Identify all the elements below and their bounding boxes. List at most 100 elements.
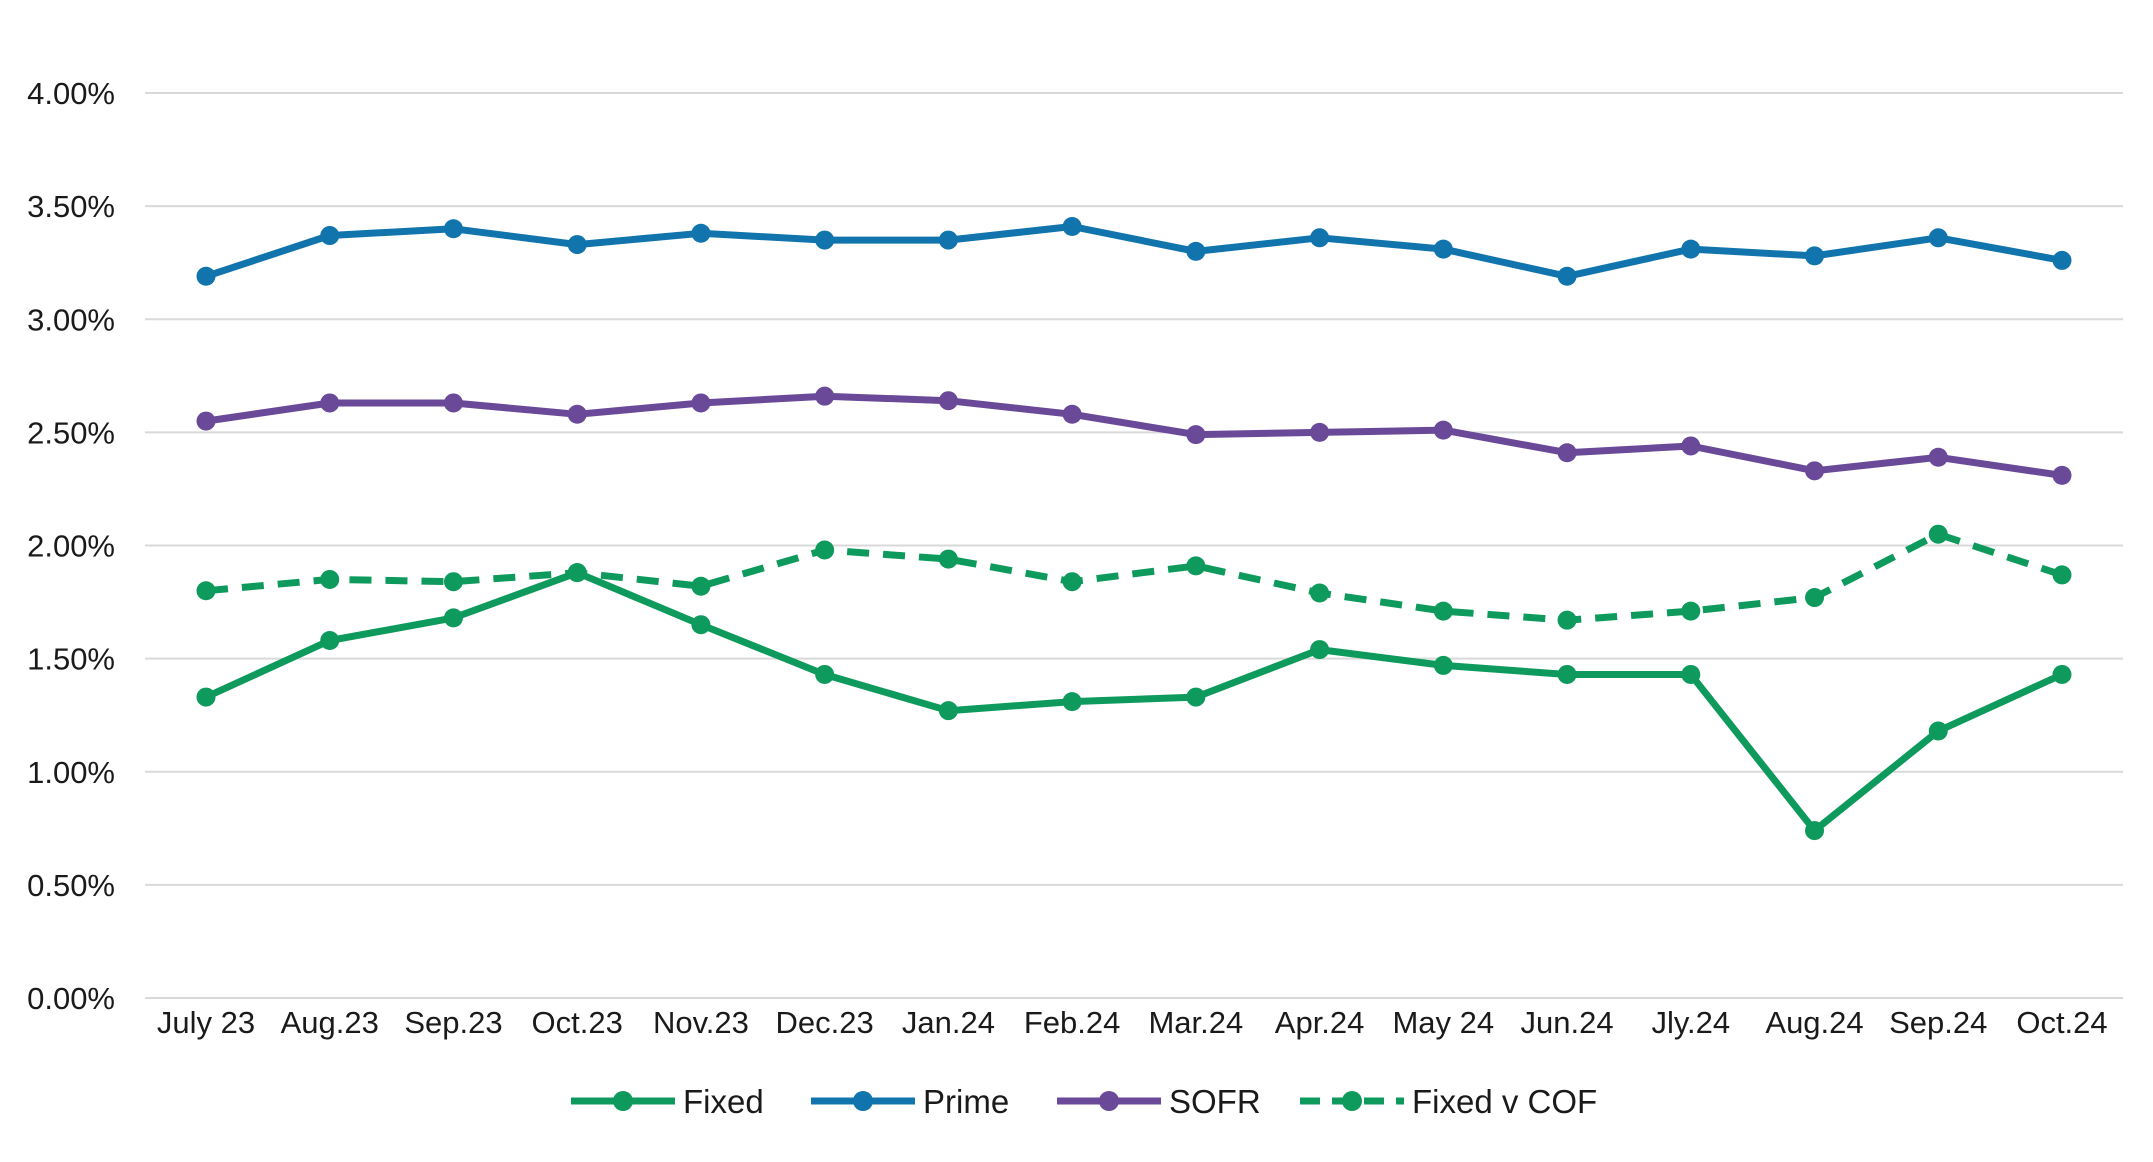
data-point xyxy=(1186,241,1206,261)
data-point xyxy=(1310,228,1330,248)
data-point xyxy=(320,631,340,651)
series-line xyxy=(202,392,2066,479)
data-point xyxy=(815,540,835,560)
data-point xyxy=(320,393,340,413)
y-tick-label: 0.00% xyxy=(27,981,115,1016)
legend-swatch-marker xyxy=(1342,1091,1362,1111)
data-point xyxy=(1433,655,1453,675)
x-tick-label: July 23 xyxy=(157,1005,255,1040)
x-tick-label: Jun.24 xyxy=(1521,1005,1614,1040)
series-line xyxy=(205,530,2064,624)
data-point xyxy=(1805,821,1825,841)
y-tick-label: 1.50% xyxy=(27,642,115,677)
legend-label: SOFR xyxy=(1169,1083,1261,1120)
x-tick-label: Apr.24 xyxy=(1275,1005,1365,1040)
data-point xyxy=(196,266,216,286)
data-point xyxy=(691,223,711,243)
legend-item: Prime xyxy=(811,1083,1009,1120)
legend-swatch-marker xyxy=(1099,1091,1119,1111)
data-point xyxy=(1310,422,1330,442)
data-point xyxy=(1062,404,1082,424)
legend-item: Fixed xyxy=(571,1083,764,1120)
y-axis-tick-labels: 0.00% 0.50% 1.00% 1.50% 2.00% 2.50% 3.00% 3.50%… xyxy=(27,76,115,1016)
legend-swatch-marker xyxy=(853,1091,873,1111)
legend-item: SOFR xyxy=(1057,1083,1261,1120)
data-point xyxy=(196,581,216,601)
x-tick-label: Dec.23 xyxy=(776,1005,874,1040)
x-axis-tick-labels: July 23 Aug.23 Sep.23 Oct.23 Nov.23 Dec.23 Jan… xyxy=(157,1005,2108,1040)
y-tick-label: 3.00% xyxy=(27,302,115,337)
data-point xyxy=(1062,572,1082,592)
y-tick-label: 4.00% xyxy=(27,76,115,111)
data-point xyxy=(938,391,958,411)
data-point xyxy=(1062,692,1082,712)
data-point xyxy=(815,386,835,406)
data-point xyxy=(1186,687,1206,707)
data-point xyxy=(1186,425,1206,445)
legend-label: Fixed xyxy=(683,1083,764,1120)
data-point xyxy=(1681,436,1701,456)
y-tick-label: 1.00% xyxy=(27,755,115,790)
data-point xyxy=(2052,664,2072,684)
data-point xyxy=(1928,524,1948,544)
x-tick-label: Jan.24 xyxy=(902,1005,995,1040)
data-point xyxy=(815,230,835,250)
y-tick-label: 2.00% xyxy=(27,529,115,564)
data-point xyxy=(1928,721,1948,741)
legend-item: Fixed v COF xyxy=(1300,1083,1597,1120)
data-point xyxy=(443,608,463,628)
legend-swatch-marker xyxy=(613,1091,633,1111)
data-point xyxy=(1928,228,1948,248)
data-point xyxy=(1186,556,1206,576)
data-point xyxy=(443,219,463,239)
data-point xyxy=(320,226,340,246)
data-point xyxy=(2052,565,2072,585)
data-point xyxy=(938,549,958,569)
series-line xyxy=(202,569,2066,835)
x-tick-label: Aug.23 xyxy=(281,1005,379,1040)
data-point xyxy=(196,687,216,707)
data-point xyxy=(443,393,463,413)
legend-label: Prime xyxy=(923,1083,1009,1120)
x-tick-label: Feb.24 xyxy=(1024,1005,1121,1040)
series-1 xyxy=(196,216,2072,286)
data-point xyxy=(320,569,340,589)
data-point xyxy=(196,411,216,431)
x-tick-label: Nov.23 xyxy=(653,1005,749,1040)
x-tick-label: Sep.24 xyxy=(1889,1005,1987,1040)
legend: Fixed Prime SOFR Fixed v COF xyxy=(571,1083,1597,1120)
data-point xyxy=(2052,250,2072,270)
data-point xyxy=(1557,443,1577,463)
data-point xyxy=(1805,588,1825,608)
data-point xyxy=(691,393,711,413)
data-point xyxy=(1681,664,1701,684)
data-point xyxy=(1681,601,1701,621)
data-point xyxy=(567,404,587,424)
data-point xyxy=(691,615,711,635)
data-point xyxy=(1062,216,1082,236)
data-point xyxy=(1681,239,1701,259)
x-tick-label: Oct.24 xyxy=(2016,1005,2107,1040)
data-point xyxy=(567,235,587,255)
series-0 xyxy=(196,563,2072,841)
series-line xyxy=(202,223,2066,280)
x-tick-label: May 24 xyxy=(1392,1005,1494,1040)
data-point xyxy=(815,664,835,684)
data-point xyxy=(567,563,587,583)
data-point xyxy=(1433,420,1453,440)
x-tick-label: Aug.24 xyxy=(1765,1005,1863,1040)
x-tick-label: Sep.23 xyxy=(404,1005,502,1040)
y-tick-label: 0.50% xyxy=(27,868,115,903)
y-tick-label: 3.50% xyxy=(27,189,115,224)
data-point xyxy=(2052,465,2072,485)
data-point xyxy=(1557,664,1577,684)
series-2 xyxy=(196,386,2072,485)
x-tick-label: Jly.24 xyxy=(1651,1005,1730,1040)
data-point xyxy=(1805,461,1825,481)
data-point xyxy=(1805,246,1825,266)
x-tick-label: Mar.24 xyxy=(1148,1005,1243,1040)
data-point xyxy=(1310,640,1330,660)
series-3 xyxy=(196,524,2072,630)
